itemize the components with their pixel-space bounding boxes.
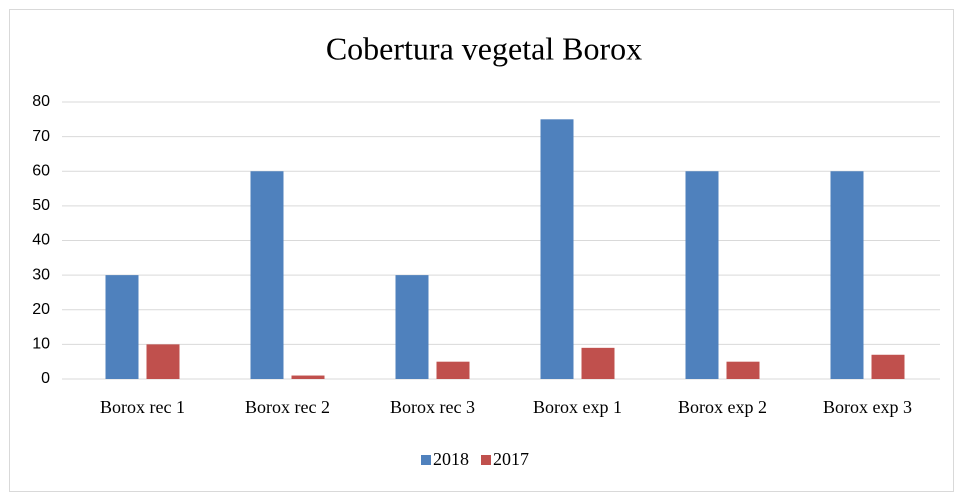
bar [581,347,615,379]
legend-label: 2017 [493,449,529,469]
chart-title: Cobertura vegetal Borox [326,30,642,66]
bar [250,171,284,379]
bar [685,171,719,379]
y-tick-label: 40 [32,232,50,249]
y-tick-label: 50 [32,197,50,214]
bar [830,171,864,379]
y-tick-label: 0 [41,370,50,387]
bar [291,375,325,379]
x-tick-label: Borox rec 3 [390,397,475,417]
x-tick-label: Borox rec 1 [100,397,185,417]
bar [395,275,429,379]
chart-border [9,9,954,492]
y-tick-label: 10 [32,336,50,353]
bar [436,361,470,379]
y-tick-label: 30 [32,266,50,283]
bar [871,354,905,379]
bar [726,361,760,379]
bar [146,344,180,379]
y-tick-label: 60 [32,162,50,179]
bar [105,275,139,379]
x-tick-label: Borox exp 1 [533,397,622,417]
y-tick-label: 20 [32,301,50,318]
legend-swatch [421,455,431,465]
legend-label: 2018 [433,449,469,469]
bar [540,119,574,379]
x-tick-label: Borox exp 3 [823,397,912,417]
x-tick-label: Borox rec 2 [245,397,330,417]
y-tick-label: 80 [32,93,50,110]
x-tick-label: Borox exp 2 [678,397,767,417]
y-tick-label: 70 [32,128,50,145]
legend-swatch [481,455,491,465]
